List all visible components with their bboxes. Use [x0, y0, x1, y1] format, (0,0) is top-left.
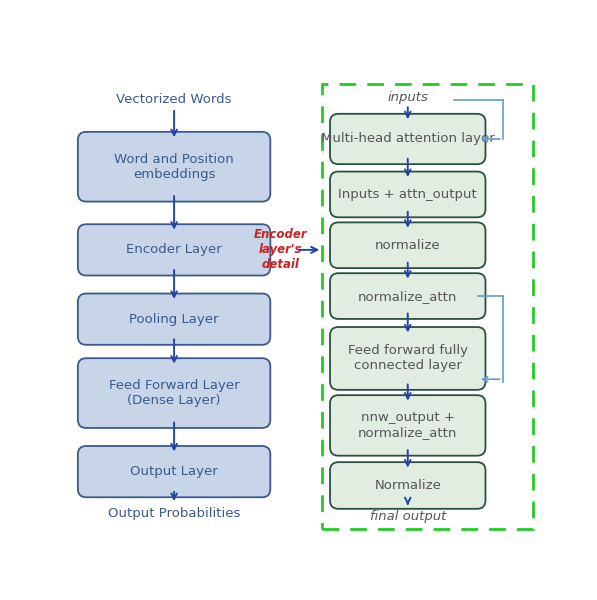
FancyBboxPatch shape [78, 132, 270, 202]
Text: Pooling Layer: Pooling Layer [130, 313, 219, 326]
FancyBboxPatch shape [78, 446, 270, 497]
Text: Vectorized Words: Vectorized Words [116, 93, 232, 106]
FancyBboxPatch shape [78, 293, 270, 345]
Text: Word and Position
embeddings: Word and Position embeddings [114, 153, 234, 181]
Text: nnw_output +
normalize_attn: nnw_output + normalize_attn [358, 412, 457, 439]
FancyBboxPatch shape [330, 462, 485, 509]
FancyBboxPatch shape [78, 224, 270, 275]
Text: Output Probabilities: Output Probabilities [108, 507, 240, 520]
FancyBboxPatch shape [330, 395, 485, 455]
FancyBboxPatch shape [330, 273, 485, 319]
Text: Feed Forward Layer
(Dense Layer): Feed Forward Layer (Dense Layer) [109, 379, 239, 407]
Text: Encoder Layer: Encoder Layer [126, 244, 222, 256]
Bar [322, 83, 533, 529]
Text: inputs: inputs [387, 91, 428, 104]
FancyBboxPatch shape [330, 114, 485, 164]
Text: Normalize: Normalize [374, 479, 441, 492]
Text: normalize_attn: normalize_attn [358, 290, 457, 302]
Text: normalize: normalize [375, 239, 441, 252]
Text: final output: final output [370, 510, 446, 523]
FancyBboxPatch shape [330, 327, 485, 390]
Text: Feed forward fully
connected layer: Feed forward fully connected layer [347, 344, 468, 373]
FancyBboxPatch shape [330, 172, 485, 217]
Text: Output Layer: Output Layer [130, 465, 218, 478]
Text: Inputs + attn_output: Inputs + attn_output [338, 188, 477, 201]
FancyBboxPatch shape [330, 223, 485, 268]
FancyBboxPatch shape [78, 358, 270, 428]
Text: Encoder
layer's
detail: Encoder layer's detail [254, 229, 307, 271]
Text: Multi-head attention layer: Multi-head attention layer [321, 133, 495, 145]
